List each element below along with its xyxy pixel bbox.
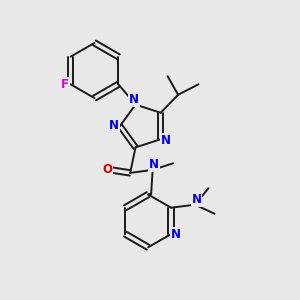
Text: O: O: [102, 164, 112, 176]
Text: N: N: [160, 134, 170, 147]
Text: N: N: [109, 119, 119, 132]
Text: N: N: [129, 93, 139, 106]
Text: N: N: [149, 158, 159, 171]
Text: N: N: [170, 228, 181, 241]
Text: N: N: [191, 193, 202, 206]
Text: F: F: [61, 78, 69, 91]
